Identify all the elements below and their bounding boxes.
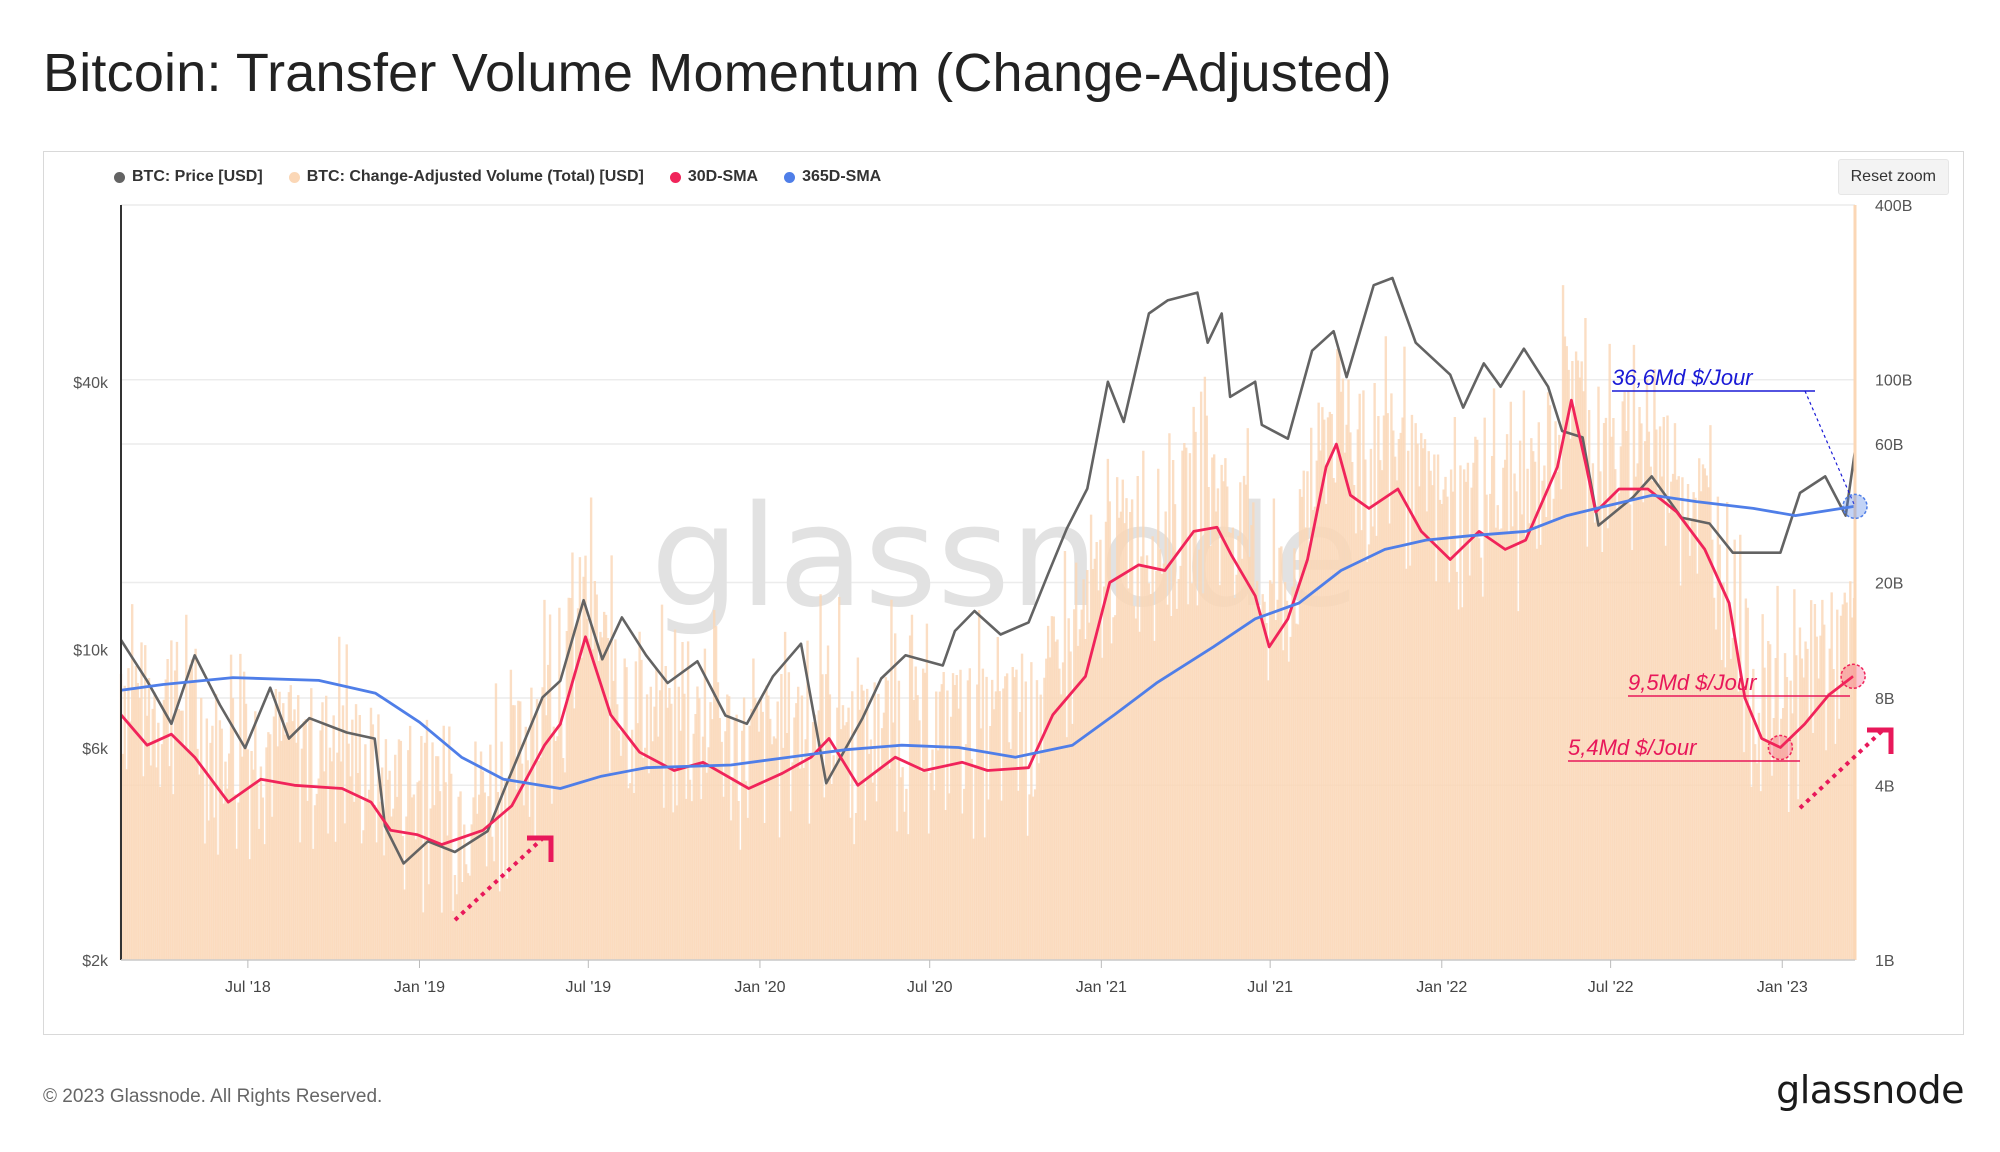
- page-title: Bitcoin: Transfer Volume Momentum (Chang…: [43, 43, 1392, 103]
- legend-label-365d-sma: 365D-SMA: [802, 168, 882, 185]
- legend-dot-30d-sma: [669, 171, 681, 183]
- legend-item-365d-sma[interactable]: 365D-SMA: [784, 168, 881, 186]
- legend-label-volume: BTC: Change-Adjusted Volume (Total) [USD…: [306, 168, 644, 185]
- brand-logo: glassnode: [1776, 1068, 1964, 1112]
- legend-label-price: BTC: Price [USD]: [132, 168, 263, 185]
- legend-dot-volume: [288, 171, 300, 183]
- legend-dot-price: [114, 171, 125, 183]
- chart-panel: BTC: Price [USD] BTC: Change-Adjusted Vo…: [43, 151, 1964, 1035]
- legend-item-30d-sma[interactable]: 30D-SMA: [669, 168, 759, 186]
- legend-dot-365d-sma: [784, 171, 796, 183]
- chart-legend: BTC: Price [USD] BTC: Change-Adjusted Vo…: [114, 168, 881, 186]
- reset-zoom-button[interactable]: Reset zoom: [1837, 159, 1949, 195]
- legend-label-30d-sma: 30D-SMA: [687, 168, 759, 185]
- copyright-text: © 2023 Glassnode. All Rights Reserved.: [43, 1086, 383, 1107]
- legend-item-volume[interactable]: BTC: Change-Adjusted Volume (Total) [USD…: [288, 168, 644, 186]
- legend-item-price[interactable]: BTC: Price [USD]: [114, 168, 263, 186]
